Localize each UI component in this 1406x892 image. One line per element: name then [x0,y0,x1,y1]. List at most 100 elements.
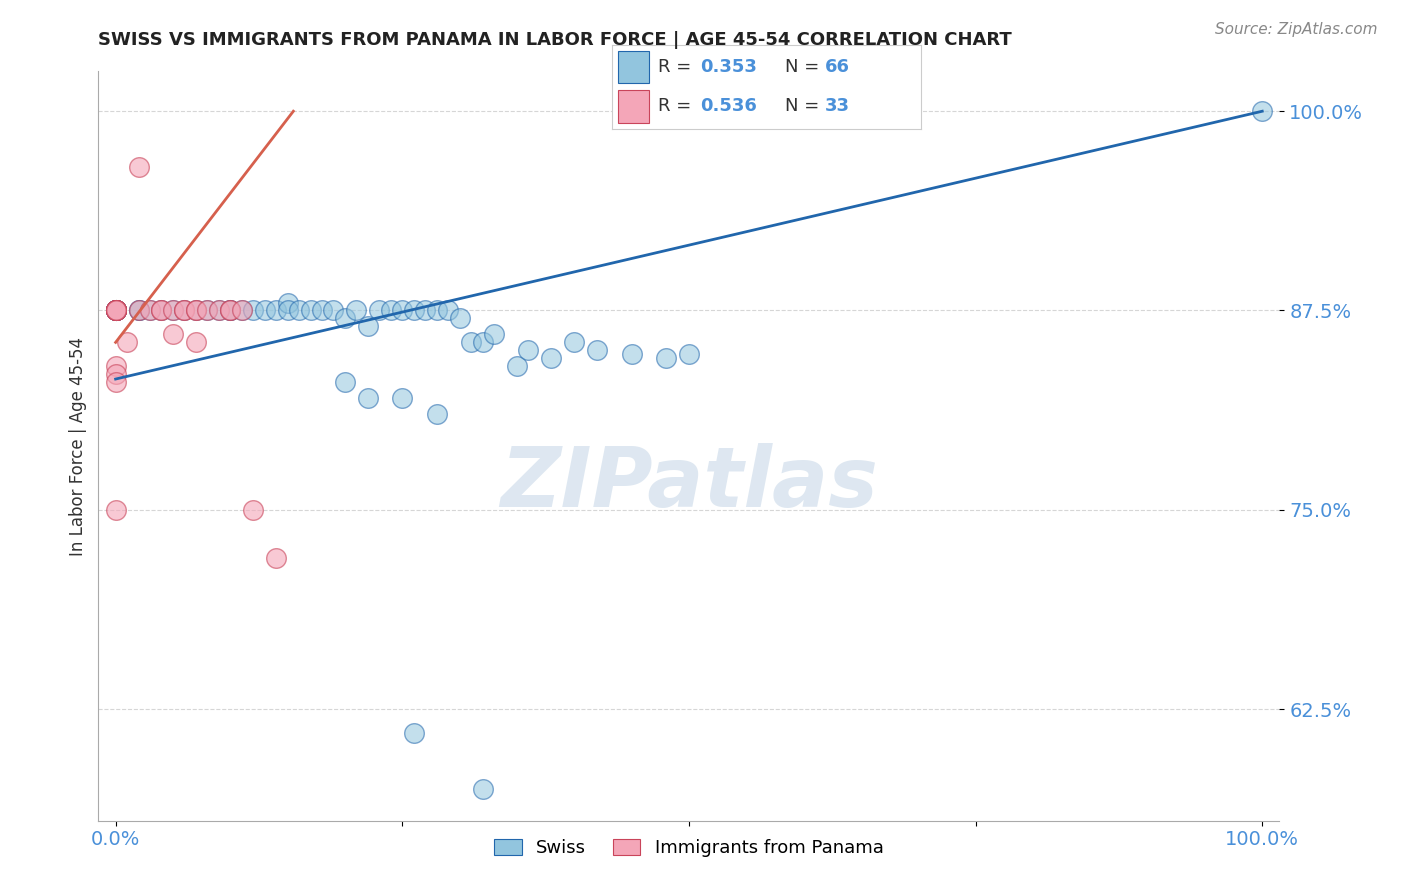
Point [219,303,242,318]
Point [104,303,127,318]
Point [437,303,460,318]
Point [150,303,173,318]
Point [128,303,150,318]
Point [104,303,127,318]
Point [368,303,391,318]
Point [104,303,127,318]
Point [402,303,425,318]
Point [506,359,529,374]
Point [253,303,276,318]
Point [208,303,231,318]
Point [104,303,127,318]
Point [413,303,436,318]
Point [195,303,218,318]
Point [104,368,127,382]
Point [173,303,195,318]
Point [482,327,505,342]
Point [471,781,494,796]
Point [184,303,207,318]
Point [678,346,700,360]
Point [184,335,207,350]
Point [208,303,231,318]
Point [184,303,207,318]
Point [104,303,127,318]
Text: SWISS VS IMMIGRANTS FROM PANAMA IN LABOR FORCE | AGE 45-54 CORRELATION CHART: SWISS VS IMMIGRANTS FROM PANAMA IN LABOR… [98,31,1012,49]
Text: N =: N = [785,97,825,115]
Point [460,335,482,350]
Point [322,303,344,318]
Legend: Swiss, Immigrants from Panama: Swiss, Immigrants from Panama [488,831,890,864]
Point [357,391,380,405]
Point [333,311,356,326]
Point [173,303,195,318]
Point [219,303,242,318]
Point [620,346,643,360]
Point [277,303,299,318]
Point [139,303,162,318]
Text: R =: R = [658,97,697,115]
Point [231,303,253,318]
Point [562,335,585,350]
Point [242,502,264,516]
Point [402,726,425,740]
Point [449,311,471,326]
Point [184,303,207,318]
Point [150,303,173,318]
Point [150,303,173,318]
Point [288,303,311,318]
Point [104,303,127,318]
Point [195,303,218,318]
Text: R =: R = [658,58,697,76]
Point [391,303,413,318]
Text: 0.353: 0.353 [700,58,756,76]
Point [380,303,402,318]
Point [104,359,127,374]
Point [426,407,449,421]
Point [104,303,127,318]
Point [104,376,127,390]
Point [162,327,184,342]
Text: 0.536: 0.536 [700,97,756,115]
Point [139,303,162,318]
Point [311,303,333,318]
Point [471,335,494,350]
Point [231,303,253,318]
Point [104,303,127,318]
Point [357,319,380,334]
Point [264,303,287,318]
Point [104,303,127,318]
Y-axis label: In Labor Force | Age 45-54: In Labor Force | Age 45-54 [69,336,87,556]
Point [219,303,242,318]
Point [426,303,449,318]
Point [104,502,127,516]
Point [104,303,127,318]
Point [104,303,127,318]
Point [173,303,195,318]
Point [104,303,127,318]
Point [586,343,609,358]
Point [115,335,138,350]
Point [104,303,127,318]
Point [104,303,127,318]
Text: 66: 66 [825,58,851,76]
Point [1251,104,1274,119]
Point [128,160,150,174]
Point [242,303,264,318]
Text: Source: ZipAtlas.com: Source: ZipAtlas.com [1215,22,1378,37]
Point [128,303,150,318]
Point [517,343,540,358]
Point [104,303,127,318]
Point [104,303,127,318]
Point [299,303,322,318]
Point [344,303,367,318]
Point [540,351,562,366]
Point [104,303,127,318]
Text: 33: 33 [825,97,851,115]
Point [162,303,184,318]
Text: N =: N = [785,58,825,76]
Point [128,303,150,318]
Point [162,303,184,318]
Point [655,351,678,366]
Text: ZIPatlas: ZIPatlas [501,443,877,524]
Bar [617,51,648,83]
